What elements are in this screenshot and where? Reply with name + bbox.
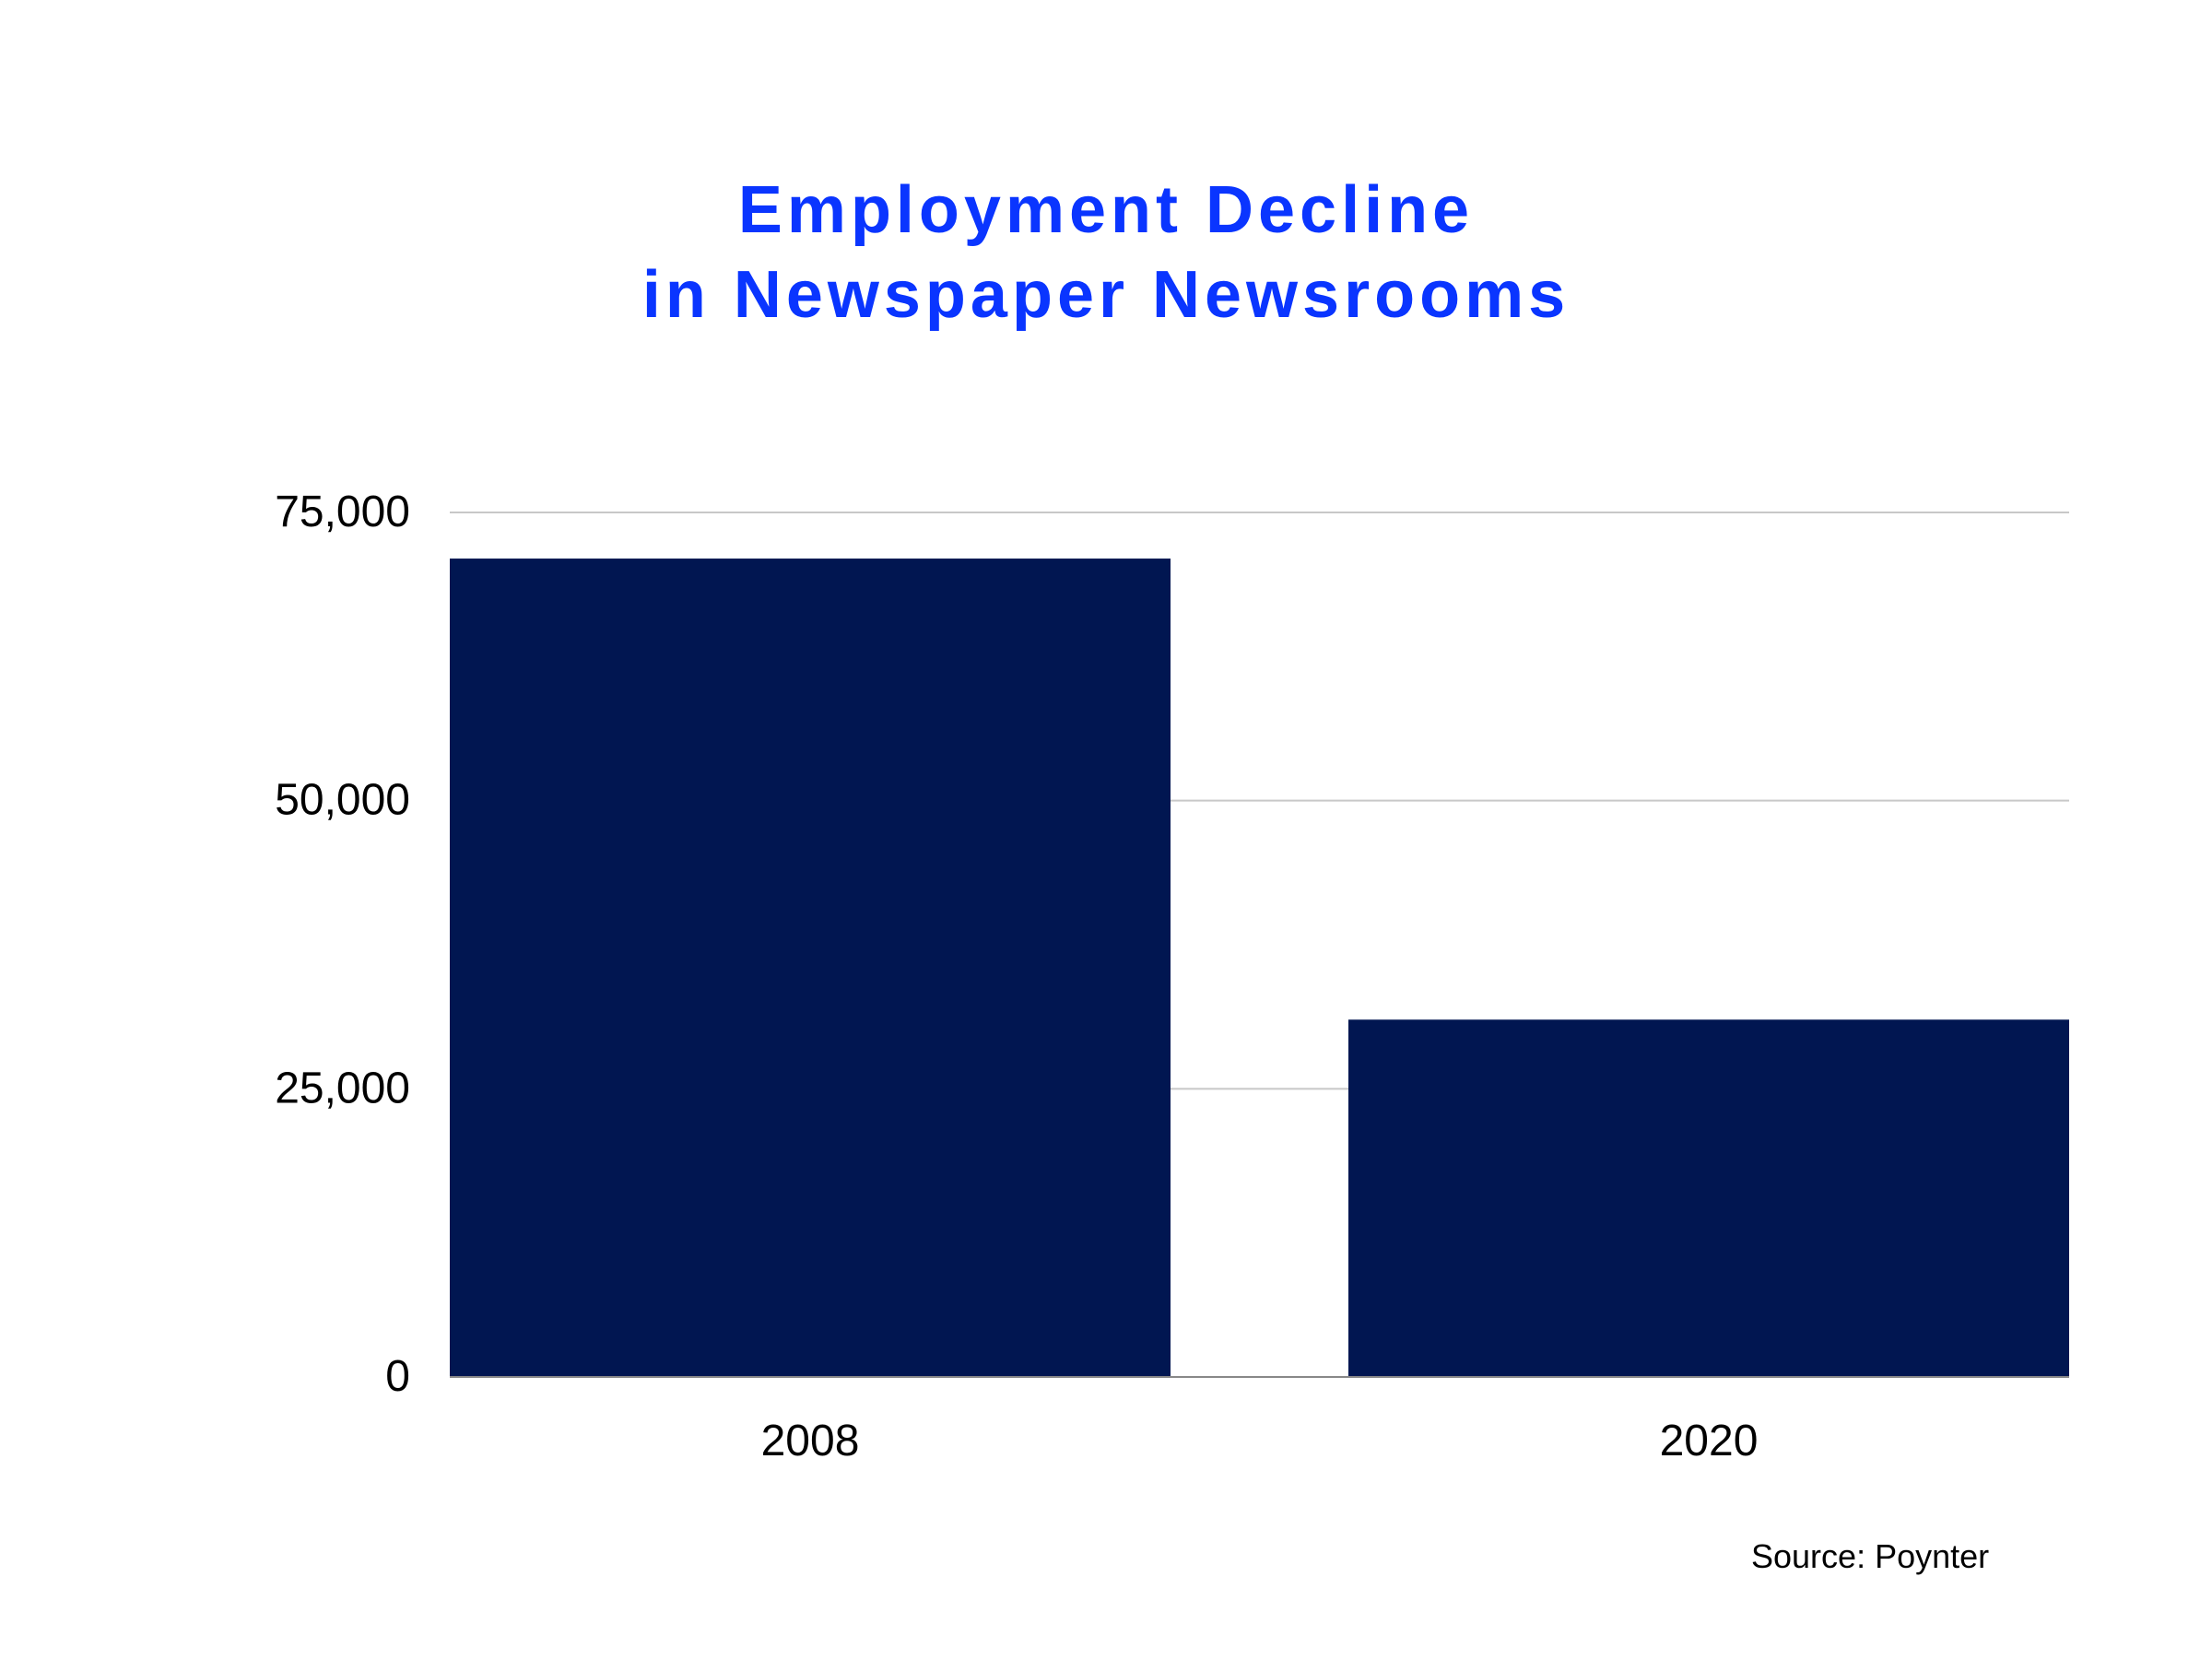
y-tick-label: 75,000 <box>275 488 410 536</box>
x-tick-label: 2020 <box>1660 1417 1759 1465</box>
x-tick-label: 2008 <box>761 1417 860 1465</box>
labels: 0 25,000 50,000 75,000 2008 2020 <box>275 488 1758 1465</box>
chart-title-line-1: Employment Decline <box>737 173 1475 247</box>
y-tick-label: 0 <box>385 1352 410 1401</box>
bars <box>450 559 2069 1377</box>
source-note: Source: Poynter <box>1751 1537 1990 1575</box>
y-tick-label: 50,000 <box>275 776 410 825</box>
bar-2008 <box>450 559 1171 1377</box>
y-tick-label: 25,000 <box>275 1064 410 1112</box>
bar-2020 <box>1348 1019 2069 1377</box>
chart-title: Employment Decline in Newspaper Newsroom… <box>0 168 2212 337</box>
chart-title-line-2: in Newspaper Newsrooms <box>641 258 1571 332</box>
